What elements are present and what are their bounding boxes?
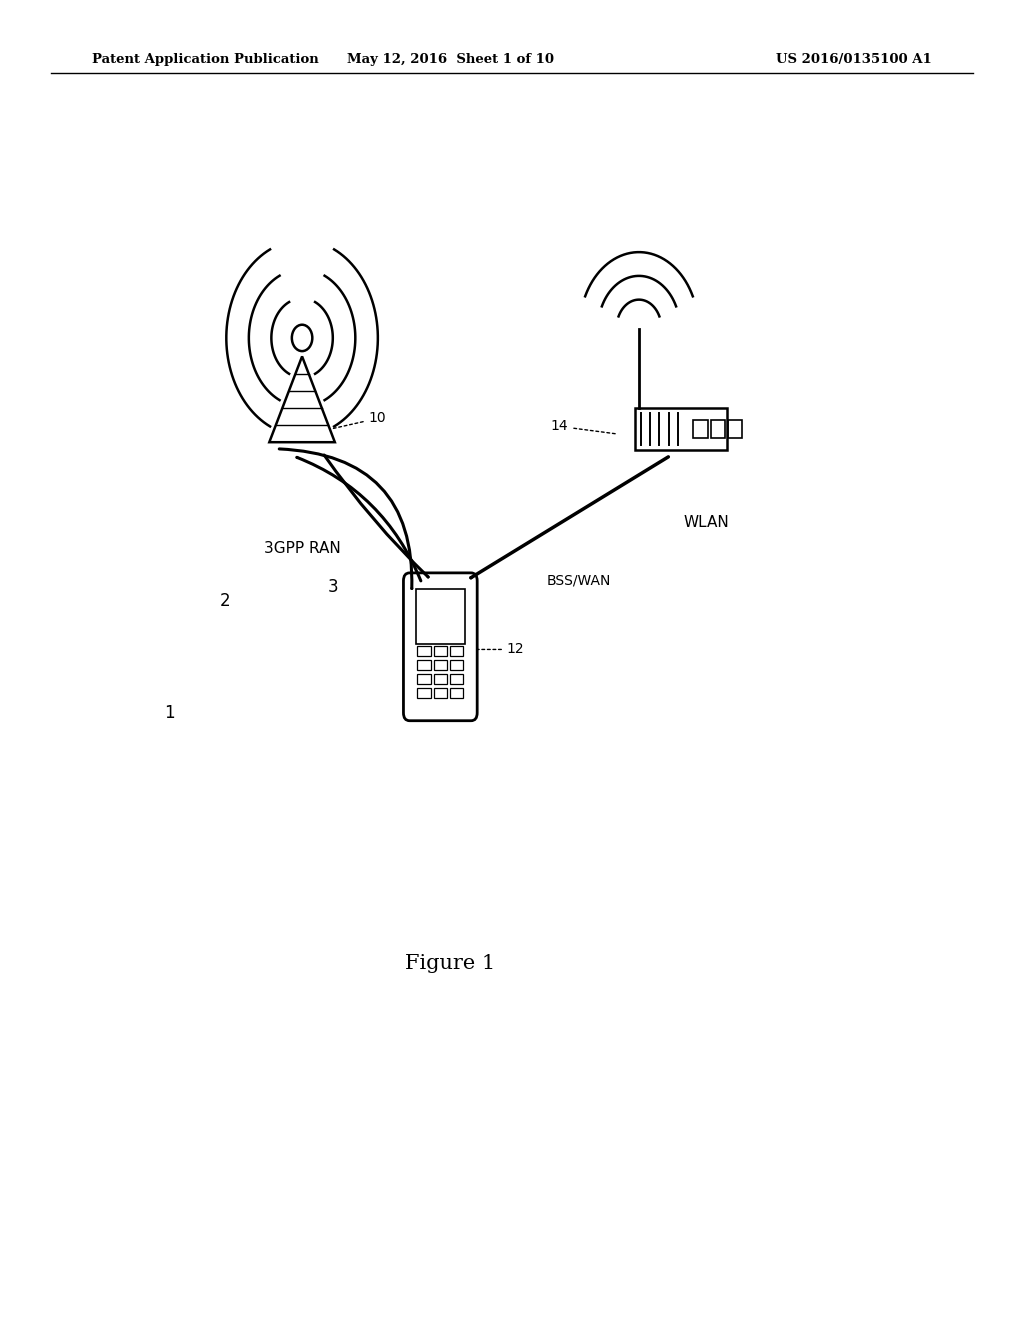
- Bar: [451, 688, 464, 697]
- Text: 3GPP RAN: 3GPP RAN: [264, 541, 340, 556]
- Bar: [635, 408, 727, 450]
- Bar: [434, 645, 447, 656]
- Text: BSS/WAN: BSS/WAN: [547, 574, 610, 587]
- Bar: [451, 660, 464, 671]
- Text: Figure 1: Figure 1: [406, 954, 496, 973]
- Bar: [451, 673, 464, 684]
- Bar: [728, 420, 742, 438]
- Bar: [418, 688, 431, 697]
- FancyArrowPatch shape: [471, 457, 669, 578]
- FancyArrowPatch shape: [297, 458, 421, 581]
- Text: Patent Application Publication: Patent Application Publication: [92, 53, 318, 66]
- Bar: [418, 660, 431, 671]
- Text: 14: 14: [551, 420, 616, 434]
- Text: 12: 12: [477, 643, 524, 656]
- Text: 1: 1: [164, 704, 174, 722]
- FancyArrowPatch shape: [325, 455, 428, 577]
- Bar: [418, 673, 431, 684]
- Bar: [416, 589, 465, 644]
- FancyArrowPatch shape: [280, 449, 412, 589]
- Text: May 12, 2016  Sheet 1 of 10: May 12, 2016 Sheet 1 of 10: [347, 53, 554, 66]
- Bar: [434, 688, 447, 697]
- Bar: [434, 673, 447, 684]
- Bar: [693, 420, 708, 438]
- Text: 3: 3: [328, 578, 338, 597]
- Bar: [451, 645, 464, 656]
- Circle shape: [292, 325, 312, 351]
- Bar: [711, 420, 725, 438]
- Bar: [418, 645, 431, 656]
- FancyBboxPatch shape: [403, 573, 477, 721]
- Bar: [434, 660, 447, 671]
- Text: US 2016/0135100 A1: US 2016/0135100 A1: [776, 53, 932, 66]
- Text: 2: 2: [220, 591, 230, 610]
- Text: WLAN: WLAN: [684, 515, 729, 529]
- Polygon shape: [269, 356, 335, 442]
- Text: 10: 10: [334, 412, 386, 429]
